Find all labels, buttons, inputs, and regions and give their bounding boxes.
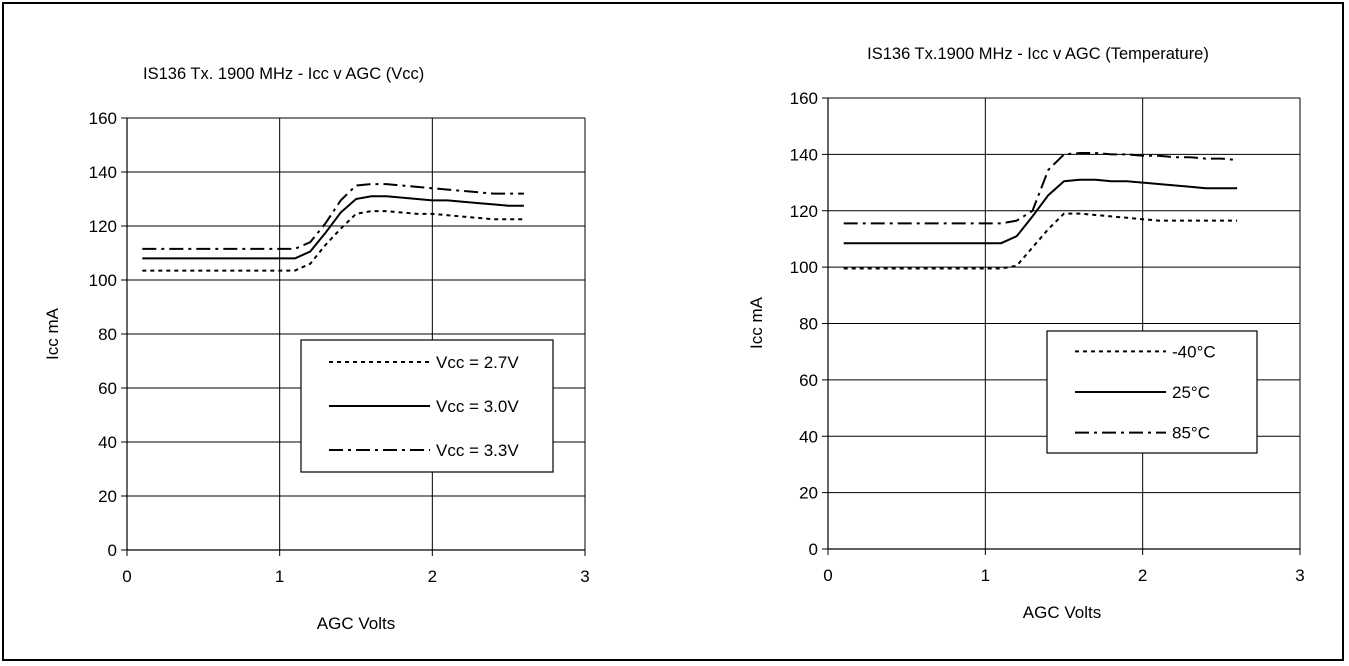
legend-label: Vcc = 3.0V bbox=[436, 397, 519, 416]
legend-label: Vcc = 3.3V bbox=[436, 441, 519, 460]
y-tick-label: 60 bbox=[799, 371, 818, 390]
y-tick-label: 40 bbox=[98, 433, 117, 452]
x-axis-label: AGC Volts bbox=[1023, 603, 1101, 622]
series-line-3 bbox=[142, 183, 524, 250]
y-tick-label: 20 bbox=[98, 487, 117, 506]
y-tick-label: 80 bbox=[98, 325, 117, 344]
legend-label: 25°C bbox=[1172, 383, 1210, 402]
y-tick-label: 120 bbox=[89, 217, 117, 236]
y-tick-label: 160 bbox=[790, 89, 818, 108]
series-line-1 bbox=[142, 210, 524, 272]
chart-title: IS136 Tx.1900 MHz - Icc v AGC (Temperatu… bbox=[867, 45, 1209, 63]
series-line-1 bbox=[843, 212, 1238, 270]
y-tick-label: 120 bbox=[790, 202, 818, 221]
y-tick-label: 140 bbox=[89, 163, 117, 182]
y-axis-label: Icc mA bbox=[747, 296, 766, 349]
series-line-2 bbox=[142, 195, 524, 260]
y-tick-label: 140 bbox=[790, 145, 818, 164]
legend-label: Vcc = 2.7V bbox=[436, 353, 519, 372]
y-tick-label: 160 bbox=[89, 109, 117, 128]
series-line-3 bbox=[843, 152, 1238, 225]
x-tick-label: 0 bbox=[823, 566, 832, 585]
y-axis-label: Icc mA bbox=[43, 307, 62, 360]
y-tick-label: 0 bbox=[108, 541, 117, 560]
chart-2: 0 20 40 60 80 100 120 140 160 0 1 2 3 IS136 Tx.1900 M… bbox=[747, 45, 1305, 622]
legend-label: 85°C bbox=[1172, 424, 1210, 443]
y-tick-label: 20 bbox=[799, 484, 818, 503]
x-tick-label: 3 bbox=[1295, 566, 1304, 585]
y-tick-label: 60 bbox=[98, 379, 117, 398]
y-tick-label: 100 bbox=[790, 258, 818, 277]
chart-1: 0 20 40 60 80 100 120 140 160 0 1 2 3 IS136 Tx. 1900 … bbox=[43, 65, 590, 633]
y-tick-label: 80 bbox=[799, 315, 818, 334]
series-line-2 bbox=[843, 178, 1238, 245]
x-tick-label: 2 bbox=[1138, 566, 1147, 585]
x-tick-label: 1 bbox=[981, 566, 990, 585]
y-tick-label: 0 bbox=[809, 540, 818, 559]
chart-title: IS136 Tx. 1900 MHz - Icc v AGC (Vcc) bbox=[143, 65, 424, 83]
x-tick-label: 0 bbox=[122, 567, 131, 586]
x-tick-label: 1 bbox=[275, 567, 284, 586]
x-tick-label: 3 bbox=[580, 567, 589, 586]
x-axis-label: AGC Volts bbox=[317, 614, 395, 633]
x-tick-label: 2 bbox=[428, 567, 437, 586]
y-tick-label: 100 bbox=[89, 271, 117, 290]
y-tick-label: 40 bbox=[799, 427, 818, 446]
legend-label: -40°C bbox=[1172, 342, 1216, 361]
